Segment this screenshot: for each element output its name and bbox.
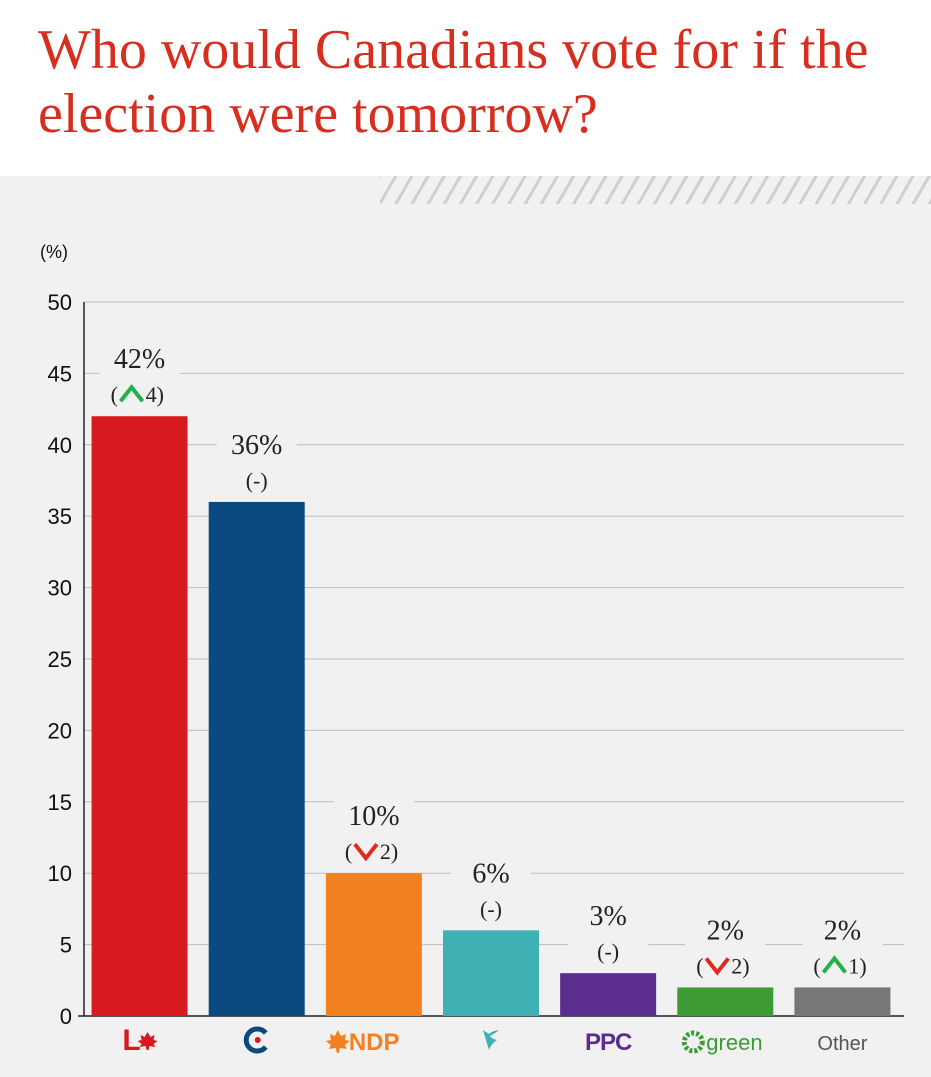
bar bbox=[91, 416, 188, 1016]
paren-open: ( bbox=[111, 382, 118, 407]
change-amount: 2) bbox=[731, 953, 749, 978]
value-label: 2% bbox=[824, 915, 861, 946]
value-label: 36% bbox=[231, 430, 282, 461]
change-text: (-) bbox=[246, 468, 268, 493]
bar bbox=[560, 973, 657, 1016]
category-label: green bbox=[706, 1030, 762, 1055]
y-tick-label: 15 bbox=[48, 790, 72, 815]
label-plate bbox=[568, 895, 649, 970]
hatch-divider bbox=[380, 176, 931, 204]
maple-leaf-icon bbox=[137, 1032, 158, 1050]
bar bbox=[794, 987, 891, 1016]
change-amount: 1) bbox=[848, 953, 866, 978]
label-plate bbox=[216, 423, 297, 498]
paren-open: ( bbox=[813, 953, 820, 978]
value-label: 6% bbox=[472, 858, 509, 889]
maple-leaf-icon bbox=[325, 1030, 350, 1053]
y-tick-label: 45 bbox=[48, 361, 72, 386]
change-amount: 2) bbox=[380, 839, 398, 864]
change-amount: 4) bbox=[146, 382, 164, 407]
bar bbox=[677, 987, 774, 1016]
chevron-down-icon bbox=[353, 842, 379, 862]
maple-leaf-icon bbox=[254, 1037, 261, 1043]
chevron-up-icon bbox=[118, 384, 145, 403]
chevron-down-icon bbox=[704, 957, 730, 976]
category-label: PPC bbox=[585, 1029, 632, 1056]
y-tick-label: 50 bbox=[48, 290, 72, 315]
value-label: 42% bbox=[114, 344, 165, 375]
label-plate bbox=[333, 795, 414, 870]
y-tick-label: 20 bbox=[48, 718, 72, 743]
change-label: (-) bbox=[246, 468, 268, 493]
change-label: (-) bbox=[597, 939, 619, 964]
change-label: (1) bbox=[813, 953, 866, 978]
y-tick-label: 25 bbox=[48, 647, 72, 672]
y-tick-label: 35 bbox=[48, 504, 72, 529]
chevron-up-icon bbox=[821, 955, 848, 974]
conservative-logo-icon bbox=[243, 1026, 268, 1054]
change-label: (4) bbox=[111, 382, 164, 407]
header: Who would Canadians vote for if the elec… bbox=[0, 0, 931, 176]
y-tick-label: 5 bbox=[60, 933, 72, 958]
value-label: 3% bbox=[589, 901, 626, 932]
paren-open: ( bbox=[345, 839, 352, 864]
change-label: (-) bbox=[480, 896, 502, 921]
label-plate bbox=[685, 909, 766, 984]
category-label: L bbox=[122, 1024, 140, 1057]
y-tick-label: 10 bbox=[48, 861, 72, 886]
chart-title: Who would Canadians vote for if the elec… bbox=[38, 19, 869, 145]
bar bbox=[443, 930, 539, 1016]
bar bbox=[325, 873, 422, 1016]
value-label: 10% bbox=[348, 801, 399, 832]
change-text: (-) bbox=[480, 896, 502, 921]
bloc-logo-icon bbox=[483, 1030, 499, 1050]
label-plate bbox=[451, 852, 531, 927]
value-label: 2% bbox=[707, 915, 744, 946]
y-tick-label: 40 bbox=[48, 433, 72, 458]
green-logo-icon bbox=[681, 1030, 705, 1054]
y-tick-label: 30 bbox=[48, 576, 72, 601]
change-text: (-) bbox=[597, 939, 619, 964]
change-label: (2) bbox=[696, 953, 749, 978]
y-tick-label: 0 bbox=[60, 1004, 72, 1029]
paren-open: ( bbox=[696, 953, 703, 978]
category-label: Other bbox=[817, 1033, 867, 1055]
bar bbox=[208, 501, 305, 1016]
change-label: (2) bbox=[345, 839, 398, 864]
category-label: NDP bbox=[349, 1029, 400, 1056]
y-axis-unit-label: (%) bbox=[40, 242, 68, 262]
